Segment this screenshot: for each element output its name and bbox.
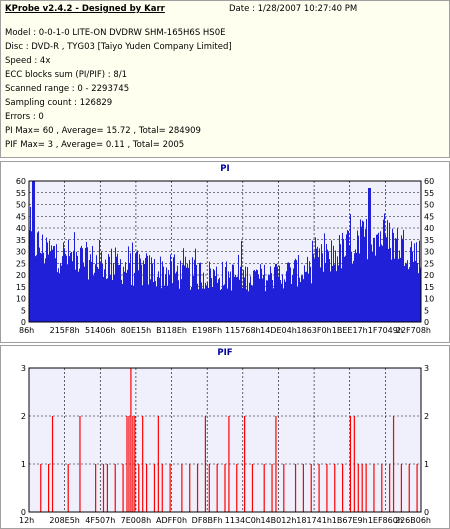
x-tick-label: 80E15h (121, 326, 151, 335)
x-tick-label: 1EF860h (368, 516, 403, 525)
info-pi-stats: PI Max= 60 , Average= 15.72 , Total= 284… (5, 126, 201, 136)
y-tick-label-right: 0 (424, 318, 429, 327)
info-pif-stats: PIF Max= 3 , Average= 0.11 , Total= 2005 (5, 140, 185, 150)
y-tick-label-left: 3 (21, 364, 26, 373)
x-tick-label: 51406h (85, 326, 116, 335)
y-tick-label-right: 3 (424, 364, 429, 373)
pif-chart: 0 0 1 1 2 2 3 3 12h 208E5h 4F507h 7E008h ADFF0h DF8BF… (19, 364, 431, 525)
pif-chart-panel: PIF 0 0 1 1 2 2 3 3 12h 208E5h 4F507h 7E008h ADFF0h D… (0, 345, 450, 529)
y-tick-label-left: 40 (16, 224, 26, 233)
scan-date: Date : 1/28/2007 10:27:40 PM (229, 4, 358, 14)
y-tick-label-right: 20 (424, 271, 434, 280)
info-disc: Disc : DVD-R , TYG03 [Taiyo Yuden Compan… (5, 42, 232, 52)
y-tick-label-left: 25 (16, 259, 26, 268)
x-tick-label: 115768h (225, 326, 261, 335)
y-tick-label-right: 25 (424, 259, 434, 268)
plot-border (28, 180, 422, 323)
info-model: Model : 0-0-1-0 LITE-ON DVDRW SHM-165H6S… (5, 28, 226, 38)
x-tick-label: 7E008h (121, 516, 151, 525)
x-tick-label: 181741h (296, 516, 332, 525)
info-errors: Errors : 0 (5, 112, 44, 122)
x-tick-label: 12h (19, 516, 34, 525)
y-tick-label-right: 55 (424, 189, 434, 198)
x-tick-label: 4F507h (85, 516, 115, 525)
x-tick-label: 208E5h (49, 516, 79, 525)
y-tick-label-left: 0 (21, 318, 26, 327)
y-tick-label-right: 30 (424, 248, 434, 257)
x-tick-label: B118Eh (156, 326, 187, 335)
y-tick-label-right: 50 (424, 201, 434, 210)
y-tick-label-left: 35 (16, 236, 26, 245)
y-tick-label-right: 10 (424, 295, 434, 304)
y-tick-label-left: 50 (16, 201, 26, 210)
info-ecc: ECC blocks sum (PI/PIF) : 8/1 (5, 70, 128, 80)
info-speed: Speed : 4x (5, 56, 51, 66)
x-tick-label: ADFF0h (156, 516, 187, 525)
info-panel: KProbe v2.4.2 - Designed by Karr Date : … (0, 0, 450, 158)
info-range: Scanned range : 0 - 2293745 (5, 84, 130, 94)
info-sampling: Sampling count : 126829 (5, 98, 113, 108)
y-tick-label-right: 15 (424, 283, 434, 292)
x-tick-label: 1863F0h (297, 326, 332, 335)
x-tick-label: E198Fh (192, 326, 222, 335)
y-tick-label-right: 40 (424, 224, 434, 233)
x-tick-label: 86h (19, 326, 34, 335)
x-tick-label: 14B012h (260, 516, 296, 525)
x-tick-label: 215F8h (50, 326, 80, 335)
y-tick-label-left: 1 (21, 460, 26, 469)
y-tick-label-left: 0 (21, 508, 26, 517)
y-tick-label-left: 60 (16, 177, 26, 186)
x-tick-label: 1134C0h (225, 516, 261, 525)
pi-chart-title: PI (220, 164, 230, 174)
y-tick-label-right: 45 (424, 212, 434, 221)
y-tick-label-left: 55 (16, 189, 26, 198)
y-tick-label-left: 20 (16, 271, 26, 280)
y-tick-label-left: 30 (16, 248, 26, 257)
pif-chart-title: PIF (217, 348, 233, 358)
x-tick-label: 1B67E9h (332, 516, 368, 525)
x-tick-label: 22F708h (396, 326, 431, 335)
y-tick-label-right: 2 (424, 412, 429, 421)
pi-chart-panel: PI 0 0 5 5 10 10 15 15 20 20 25 25 30 30 35 35 40 40 45 45 5… (0, 161, 450, 343)
plot-border (28, 367, 422, 513)
x-tick-label: 1F7049h (368, 326, 403, 335)
y-tick-label-right: 5 (424, 306, 429, 315)
x-tick-label: 1BEE17h (332, 326, 368, 335)
y-tick-label-right: 1 (424, 460, 429, 469)
x-tick-label: 14DE04h (260, 326, 297, 335)
y-tick-label-left: 15 (16, 283, 26, 292)
y-tick-label-right: 35 (424, 236, 434, 245)
y-tick-label-left: 10 (16, 295, 26, 304)
x-tick-label: DF8BFh (192, 516, 223, 525)
x-tick-label: 226B06h (395, 516, 431, 525)
app-title: KProbe v2.4.2 - Designed by Karr (5, 4, 165, 14)
y-tick-label-left: 2 (21, 412, 26, 421)
y-tick-label-left: 5 (21, 306, 26, 315)
y-tick-label-right: 0 (424, 508, 429, 517)
y-tick-label-left: 45 (16, 212, 26, 221)
y-tick-label-right: 60 (424, 177, 434, 186)
